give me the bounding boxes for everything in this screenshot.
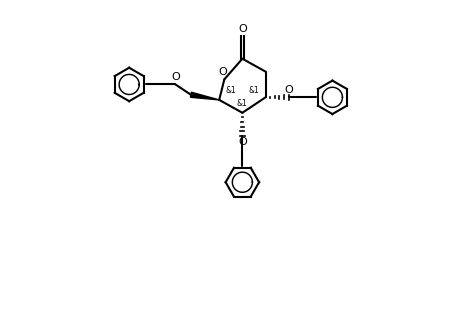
Text: O: O bbox=[238, 24, 247, 34]
Text: O: O bbox=[285, 85, 294, 95]
Text: &1: &1 bbox=[249, 86, 259, 95]
Text: O: O bbox=[171, 72, 180, 82]
Text: O: O bbox=[218, 67, 228, 77]
Text: O: O bbox=[239, 137, 247, 147]
Polygon shape bbox=[190, 92, 219, 100]
Text: &1: &1 bbox=[225, 86, 236, 95]
Text: &1: &1 bbox=[237, 99, 248, 108]
